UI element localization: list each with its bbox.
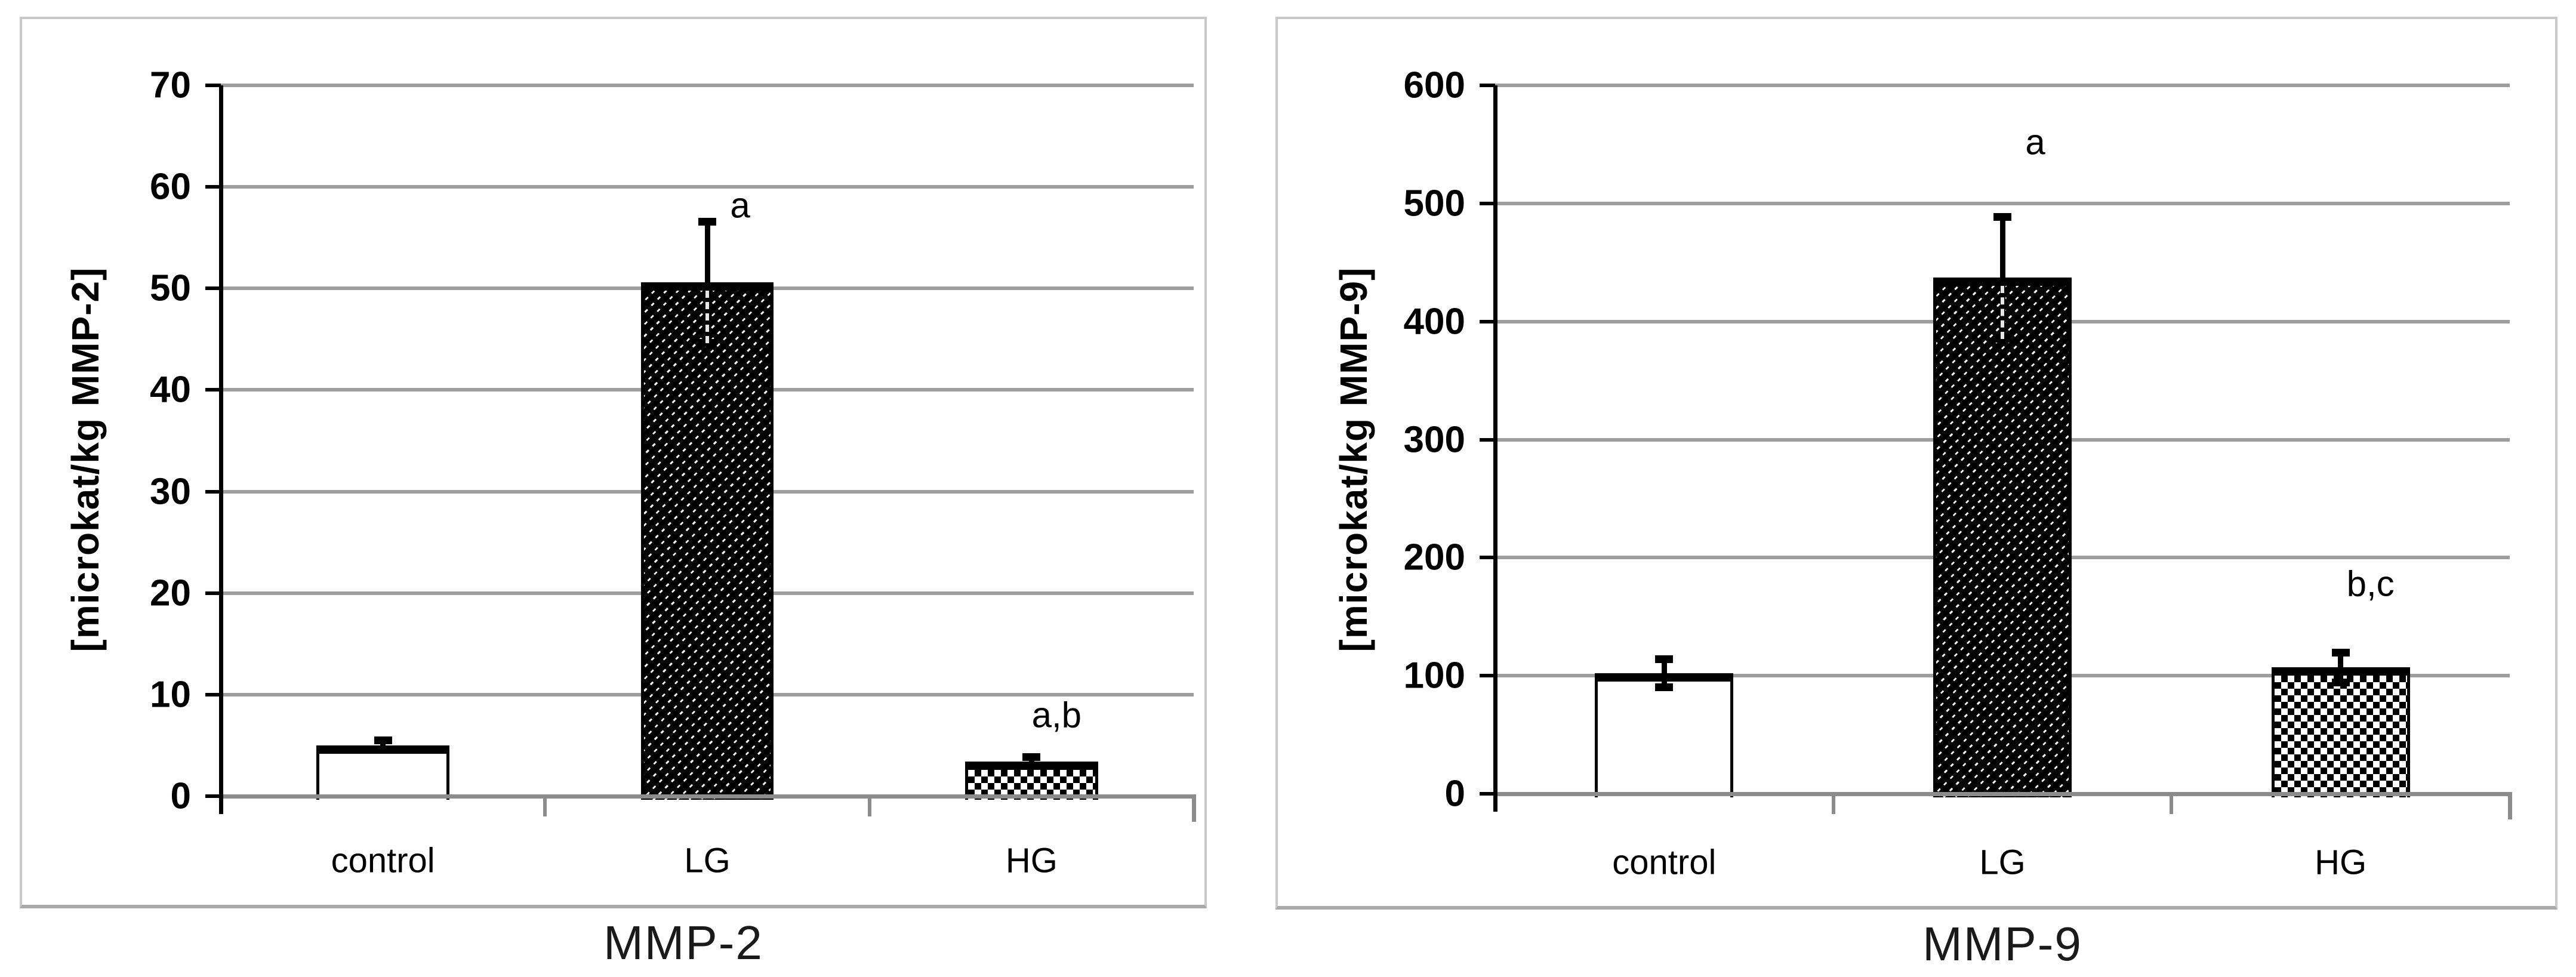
bar-lg	[640, 282, 774, 800]
error-bar-top-cap	[1655, 655, 1674, 664]
y-tick-label: 70	[150, 64, 191, 106]
y-axis-tick	[1480, 674, 1495, 678]
y-tick-label: 40	[150, 369, 191, 411]
y-axis-tick	[1480, 319, 1495, 323]
y-axis-tick	[205, 489, 221, 494]
significance-annotation: a	[730, 185, 750, 226]
y-axis-tick	[205, 692, 221, 696]
bar-control	[1595, 673, 1734, 797]
y-tick-label: 400	[1403, 301, 1465, 343]
y-axis-line	[1493, 85, 1497, 812]
error-bar	[1661, 659, 1667, 688]
gridline	[1495, 201, 2510, 205]
gridline	[221, 185, 1194, 189]
y-axis-tick	[205, 185, 221, 189]
y-tick-label: 0	[1444, 773, 1465, 815]
error-bar-bottom-cap	[1655, 683, 1674, 691]
x-axis-baseline	[221, 794, 1194, 799]
y-tick-label: 300	[1403, 419, 1465, 460]
chart-title-mmp2: MMP-2	[603, 916, 763, 969]
y-tick-label: 600	[1403, 64, 1465, 106]
y-axis-line	[219, 85, 223, 814]
y-tick-label: 30	[150, 471, 191, 513]
x-axis-tick	[2170, 796, 2174, 814]
y-tick-label: 10	[150, 674, 191, 716]
gridline	[221, 84, 1194, 87]
x-category-label: HG	[2315, 843, 2367, 882]
panel-mmp2	[20, 17, 1207, 908]
error-bar-bottom-cap	[374, 746, 392, 754]
x-category-label: control	[331, 841, 435, 880]
y-axis-tick	[205, 388, 221, 392]
error-bar-top-cap	[698, 217, 716, 226]
gridline	[1495, 84, 2510, 87]
y-axis-tick	[205, 286, 221, 291]
y-axis-tick	[1480, 201, 1495, 205]
error-bar-top-cap	[374, 736, 392, 745]
y-tick-label: 500	[1403, 183, 1465, 224]
x-axis-tick	[867, 799, 871, 816]
error-bar-bottom-cap	[1022, 762, 1041, 770]
y-axis-tick	[205, 591, 221, 595]
significance-annotation: b,c	[2346, 563, 2395, 604]
error-bar-top-cap	[2331, 648, 2350, 657]
error-bar-top-cap	[1993, 212, 2011, 221]
error-bar	[2338, 652, 2344, 683]
significance-annotation: a,b	[1031, 695, 1082, 735]
error-bar	[1028, 757, 1034, 766]
y-axis-tick	[1480, 792, 1495, 796]
y-axis-tick	[205, 794, 221, 798]
y-tick-label: 0	[170, 775, 191, 817]
x-axis-tick	[543, 799, 547, 816]
x-category-label: HG	[1005, 841, 1058, 880]
x-axis-baseline	[1495, 792, 2510, 796]
x-category-label: control	[1612, 843, 1717, 882]
axis-end-tick	[2508, 792, 2512, 819]
chart-title-mmp9: MMP-9	[1922, 917, 2082, 970]
y-tick-label: 100	[1403, 655, 1465, 696]
error-bar	[1999, 216, 2005, 340]
x-category-label: LG	[1979, 843, 2026, 882]
y-tick-label: 50	[150, 267, 191, 309]
y-axis-tick	[1480, 84, 1495, 87]
axis-end-tick	[1192, 794, 1196, 822]
error-bar-inner-trace	[705, 291, 709, 344]
significance-annotation: a	[2025, 122, 2045, 162]
x-axis-tick	[1831, 796, 1835, 814]
error-bar	[380, 740, 386, 751]
y-tick-label: 20	[150, 572, 191, 614]
bar-lg	[1933, 278, 2072, 797]
error-bar-bottom-cap	[2331, 679, 2350, 687]
y-axis-tick	[1480, 437, 1495, 442]
y-axis-tick	[205, 84, 221, 87]
error-bar-inner-trace	[2001, 286, 2004, 340]
y-tick-label: 60	[150, 166, 191, 208]
y-tick-label: 200	[1403, 537, 1465, 578]
error-bar-top-cap	[1022, 753, 1041, 762]
bar-hg	[2271, 667, 2410, 797]
x-category-label: LG	[684, 841, 731, 880]
y-axis-tick	[1480, 556, 1495, 560]
error-bar	[704, 221, 710, 344]
